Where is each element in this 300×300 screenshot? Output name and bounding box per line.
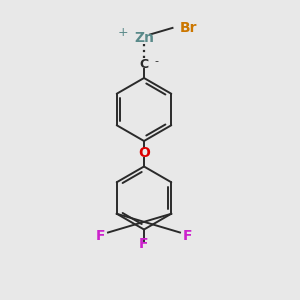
Text: F: F (96, 229, 105, 242)
Text: Zn: Zn (134, 31, 154, 44)
Text: C: C (140, 58, 148, 71)
Text: -: - (154, 56, 158, 67)
Text: F: F (183, 229, 192, 242)
Text: O: O (138, 146, 150, 160)
Text: F: F (139, 238, 149, 251)
Text: +: + (118, 26, 128, 40)
Text: Br: Br (180, 22, 197, 35)
